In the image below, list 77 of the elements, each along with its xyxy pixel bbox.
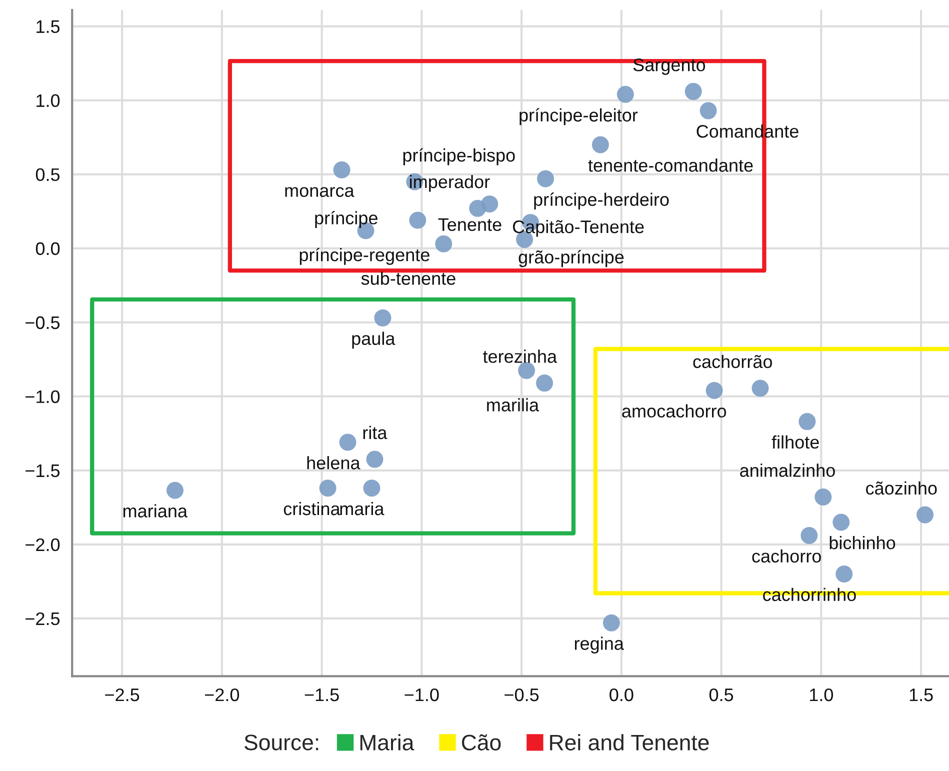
x-tick-label: −1.5 [304,688,339,702]
y-tick-label: 1.5 [36,20,60,34]
data-label: mariana [123,504,188,518]
data-label: príncipe [315,210,378,228]
data-label: cristina [284,502,340,516]
x-tick-label: −2.5 [105,688,140,702]
legend-label: Rei and Tenente [550,734,709,750]
data-label: príncipe-regente [300,248,430,265]
data-label: filhote [772,435,819,449]
x-tick-label: 0.0 [610,688,634,702]
data-label: tenente-comandante [588,158,753,172]
point [435,235,452,252]
point [536,374,554,392]
point [366,450,384,468]
data-label: bichinho [830,536,896,550]
point [537,170,554,188]
point [798,413,816,430]
point [684,82,702,100]
x-tick-label: 1.5 [910,688,933,702]
data-label: cachorro [752,549,821,563]
data-label: marilia [487,398,540,412]
legend-label: Maria [360,734,414,750]
data-label: Tenente [438,218,502,232]
point [700,102,717,120]
y-tick-label: −2.0 [26,538,60,552]
data-label: Capitão-Tenente [512,220,644,237]
y-tick-label: −2.5 [26,612,60,626]
data-label: príncipe-eleitor [520,108,638,126]
point [836,566,853,583]
y-tick-label: 1.0 [36,94,60,108]
legend-title: Source: [244,734,318,750]
point [706,382,723,399]
point [333,161,350,178]
x-tick-label: −1.0 [404,688,439,702]
data-label: imperador [410,174,490,192]
point [319,480,336,497]
point [616,86,634,103]
data-label: paula [352,332,396,349]
point [374,309,392,326]
point [409,212,426,229]
data-label: cãozinho [866,481,937,495]
x-tick-label: −2.0 [205,688,240,702]
data-label: príncipe-bispo [403,148,515,166]
point [800,527,818,544]
data-label: amocachorro [622,404,726,418]
data-label: Sargento [633,58,706,75]
y-tick-label: 0.5 [36,168,60,182]
point [602,614,620,632]
data-label: terezinha [483,350,558,363]
x-tick-label: 1.0 [810,688,834,702]
data-label: maria [340,502,384,516]
point [916,506,934,524]
data-label: rita [363,426,388,440]
data-label: grão-príncipe [518,250,624,268]
point [339,434,356,451]
y-tick-label: −1.5 [26,464,60,478]
point [752,380,769,397]
x-tick-label: 0.5 [709,688,734,702]
point [814,488,832,506]
point [469,200,486,217]
data-label: príncipe-herdeiro [534,192,669,210]
data-label: helena [307,456,360,470]
data-label: sub-tenente [361,272,456,285]
y-tick-label: −1.0 [26,390,60,404]
point [832,514,850,531]
legend-label: Cão [462,734,501,750]
point [518,362,536,379]
point [166,482,184,499]
y-tick-label: 0.0 [36,242,60,256]
x-tick-label: −0.5 [504,688,539,702]
data-label: animalzinho [740,464,835,477]
point [363,480,380,497]
data-label: cachorrão [693,354,772,368]
y-tick-label: −0.5 [26,316,60,330]
data-label: monarca [285,187,354,197]
point [592,136,609,154]
data-label: regina [574,636,624,654]
